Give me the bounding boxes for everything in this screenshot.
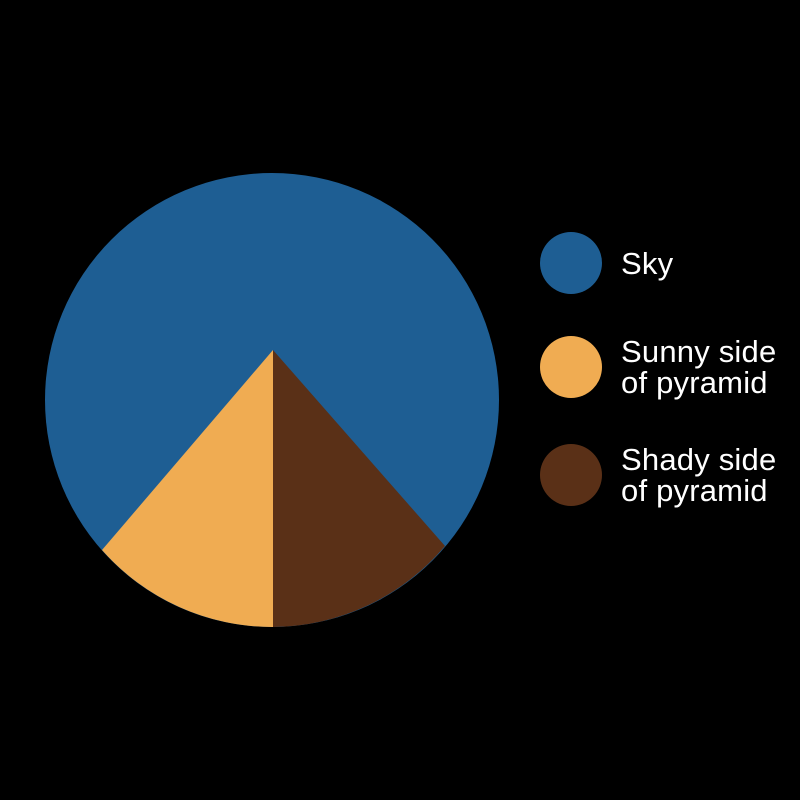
- sky-color-swatch-icon: [540, 232, 602, 294]
- legend-label-line: Sunny side: [621, 334, 777, 369]
- shady-slice: [273, 350, 445, 627]
- legend-label-sky: Sky: [621, 248, 673, 279]
- legend-item-sunny: Sunny side of pyramid: [540, 336, 776, 398]
- legend-label-line: Shady side: [621, 442, 777, 477]
- legend-item-shady: Shady side of pyramid: [540, 444, 776, 506]
- legend-label-line: Sky: [621, 245, 674, 281]
- legend-label-line: of pyramid: [621, 473, 768, 508]
- legend-item-sky: Sky: [540, 232, 673, 294]
- legend-label-sunny: Sunny side of pyramid: [621, 336, 776, 398]
- legend-label-shady: Shady side of pyramid: [621, 444, 776, 506]
- shady-color-swatch-icon: [540, 444, 602, 506]
- sunny-color-swatch-icon: [540, 336, 602, 398]
- sunny-slice: [102, 350, 273, 628]
- legend-label-line: of pyramid: [621, 365, 768, 400]
